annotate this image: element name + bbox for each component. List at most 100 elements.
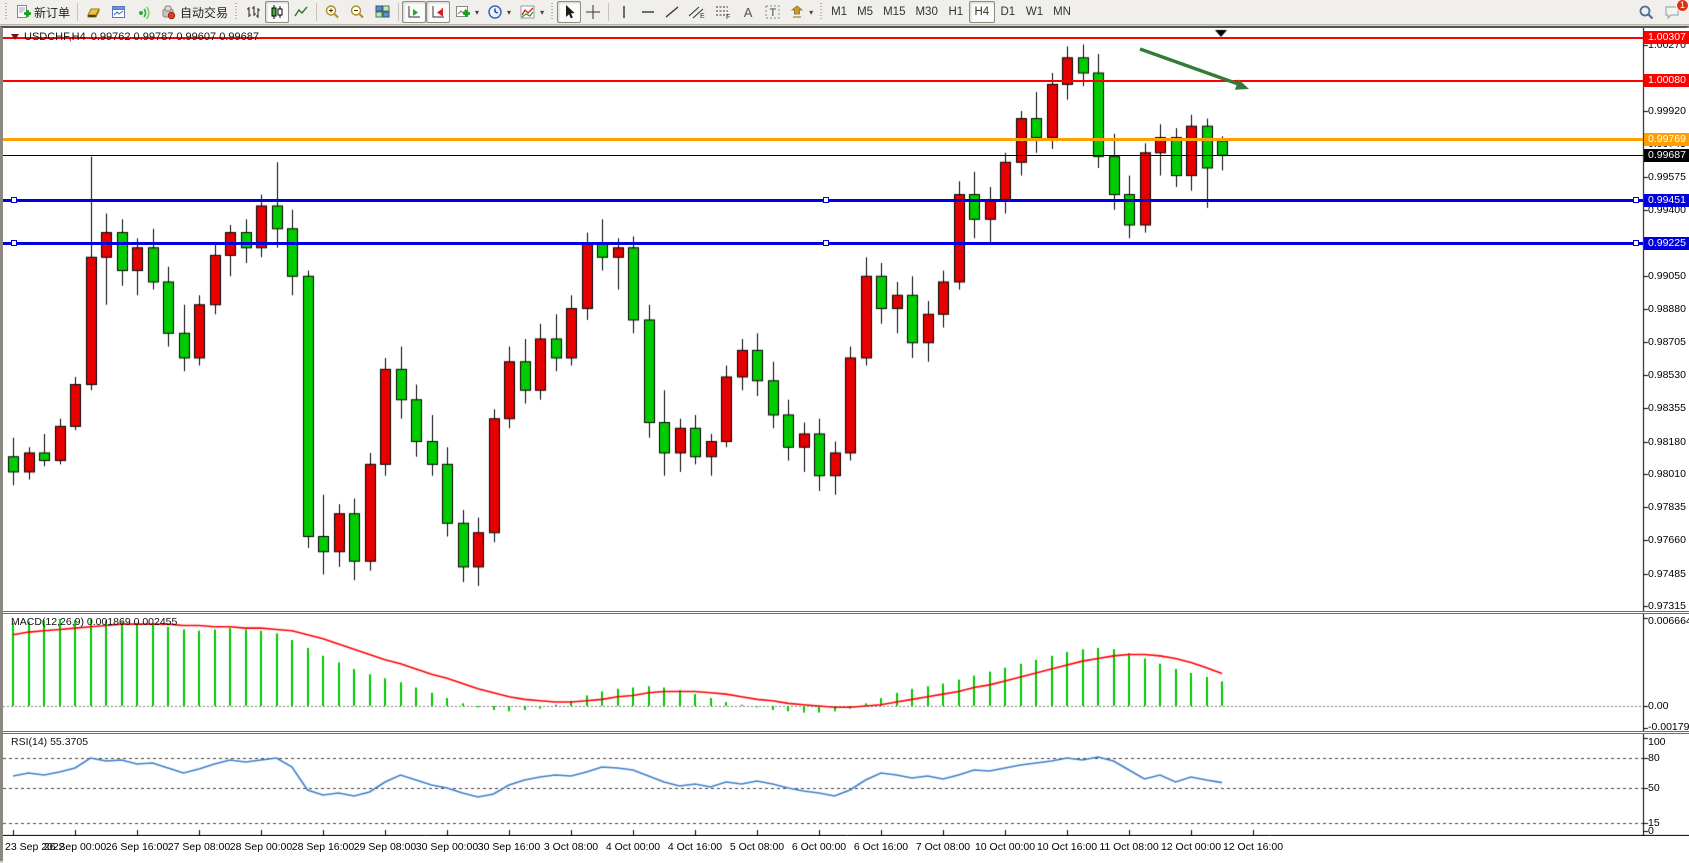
crosshair-tool-button[interactable]: [581, 1, 605, 23]
hline-object-0.99687[interactable]: [3, 154, 1643, 156]
price-tick-label: 0.99400: [1648, 203, 1686, 216]
chart-title: USDCHF,H4 0.99762 0.99787 0.99607 0.9968…: [11, 31, 259, 43]
search-button[interactable]: [1634, 2, 1659, 24]
panel-splitter-macd[interactable]: [3, 611, 1689, 614]
market-watch-button[interactable]: [81, 1, 106, 23]
timeframe-w1-button[interactable]: W1: [1025, 6, 1044, 18]
zoom-in-icon: [324, 4, 341, 20]
bar-chart-mode-button[interactable]: [241, 1, 265, 23]
signals-button[interactable]: [131, 1, 156, 23]
timeframe-m30-button[interactable]: M30: [915, 6, 938, 18]
chart-window-icon: [110, 4, 127, 20]
time-axis-label: 6 Oct 00:00: [791, 841, 847, 853]
line-handle[interactable]: [11, 239, 17, 246]
notifications-button[interactable]: 1: [1659, 0, 1689, 24]
toolbar-separator: [316, 3, 318, 21]
auto-scroll-button[interactable]: [402, 1, 427, 23]
trendline-tool-button[interactable]: [660, 1, 684, 23]
line-handle[interactable]: [1633, 239, 1639, 246]
timeframe-m15-button[interactable]: M15: [883, 6, 906, 18]
panel-splitter-rsi[interactable]: [3, 731, 1689, 734]
auto-scroll-icon: [406, 4, 422, 20]
price-tick-label: 0.97835: [1648, 501, 1686, 514]
period-button[interactable]: ▾: [483, 1, 515, 23]
indicator-scale-label: 0.00: [1648, 700, 1669, 712]
indicators-icon: [519, 4, 536, 20]
timeframe-m1-button[interactable]: M1: [831, 6, 848, 18]
line-handle[interactable]: [823, 196, 829, 203]
hline-object-0.99769[interactable]: [3, 138, 1643, 142]
text-label-tool-button[interactable]: T: [760, 1, 785, 23]
chart-canvas[interactable]: [3, 28, 1689, 836]
tile-windows-button[interactable]: [370, 1, 395, 23]
new-chart-button[interactable]: ▾: [450, 1, 483, 23]
timeframe-d1-button[interactable]: D1: [1000, 6, 1016, 18]
price-tick-label: 0.98355: [1648, 402, 1686, 415]
chart-shift-icon: [430, 4, 446, 20]
chevron-down-icon: ▾: [507, 7, 512, 17]
chart-shift-button[interactable]: [426, 1, 451, 23]
zoom-in-button[interactable]: [320, 1, 345, 23]
channel-tool-button[interactable]: E: [684, 1, 710, 23]
timeframe-m5-button[interactable]: M5: [857, 6, 874, 18]
text-label-icon: T: [764, 4, 781, 20]
price-tick-label: 0.97485: [1648, 567, 1686, 580]
timeframe-h4-button[interactable]: H4: [968, 1, 995, 23]
price-line-label: 0.99687: [1644, 148, 1689, 162]
vertical-line-icon: [618, 4, 630, 20]
indicator-scale-label: 50: [1648, 782, 1660, 794]
time-axis-label: 12 Oct 16:00: [1222, 841, 1284, 853]
cursor-tool-button[interactable]: [557, 1, 582, 23]
time-scale[interactable]: 23 Sep 2022 26 Sep 00:00 26 Sep 16:00 27 Se…: [3, 836, 1689, 863]
line-handle[interactable]: [11, 196, 17, 203]
crosshair-icon: [585, 4, 601, 20]
hline-object-1.00307[interactable]: [3, 36, 1643, 39]
chevron-down-icon: ▾: [809, 7, 814, 17]
equidistant-channel-icon: E: [688, 4, 706, 20]
gold-bar-icon: [85, 4, 102, 20]
indicator-scale-label: 15: [1648, 817, 1660, 829]
price-tick-label: 0.97315: [1648, 599, 1686, 612]
line-handle[interactable]: [1633, 196, 1639, 203]
horizontal-line-icon: [640, 4, 656, 20]
new-order-button[interactable]: 新订单: [11, 1, 74, 23]
candlestick-mode-button[interactable]: [265, 1, 290, 23]
toolbar-grip: [4, 3, 9, 21]
candlestick-icon: [269, 4, 285, 20]
arrows-tool-button[interactable]: ▾: [785, 1, 817, 23]
timeframe-h1-button[interactable]: H1: [948, 6, 964, 18]
rsi-indicator-label: RSI(14) 55.3705: [11, 736, 89, 748]
hline-object-1.00080[interactable]: [3, 79, 1643, 82]
svg-text:F: F: [726, 14, 730, 20]
time-axis-label: 26 Sep 16:00: [105, 841, 169, 853]
time-axis-label: 23 Sep 2022: [5, 841, 65, 853]
price-tick-label: 0.98180: [1648, 435, 1686, 448]
svg-text:E: E: [700, 13, 705, 20]
price-tick-label: 0.98010: [1648, 467, 1686, 480]
fibonacci-tool-button[interactable]: F: [710, 1, 736, 23]
price-line-label: 0.99769: [1644, 133, 1689, 147]
vertical-line-tool-button[interactable]: [612, 1, 636, 23]
toolbar-separator: [608, 3, 610, 21]
price-scale[interactable]: 1.00307 1.00080 0.99769 0.99687 0.99451 0.992…: [1644, 28, 1689, 837]
zoom-out-button[interactable]: [345, 1, 370, 23]
line-chart-mode-button[interactable]: [289, 1, 313, 23]
indicator-scale-label: 100: [1648, 736, 1666, 748]
autotrading-button[interactable]: 自动交易: [156, 1, 232, 23]
macd-indicator-label: MACD(12,26,9) 0.001869 0.002455: [11, 616, 178, 628]
horizontal-line-tool-button[interactable]: [636, 1, 660, 23]
indicators-button[interactable]: ▾: [515, 1, 548, 23]
zoom-out-icon: [349, 4, 366, 20]
timeframe-mn-button[interactable]: MN: [1053, 6, 1071, 18]
trend-arrow-object[interactable]: [1132, 41, 1272, 103]
text-tool-button[interactable]: A: [736, 1, 760, 23]
price-line-label: 1.00080: [1644, 74, 1689, 88]
fibonacci-icon: F: [714, 4, 732, 20]
toolbar-grip: [819, 3, 825, 21]
chart-window-button[interactable]: [106, 1, 131, 23]
line-chart-icon: [293, 4, 309, 20]
clock-icon: [487, 4, 503, 20]
window-menu-triangle-icon[interactable]: [11, 34, 19, 40]
line-handle[interactable]: [823, 239, 829, 246]
indicator-scale-label: 0.006664: [1648, 615, 1689, 627]
